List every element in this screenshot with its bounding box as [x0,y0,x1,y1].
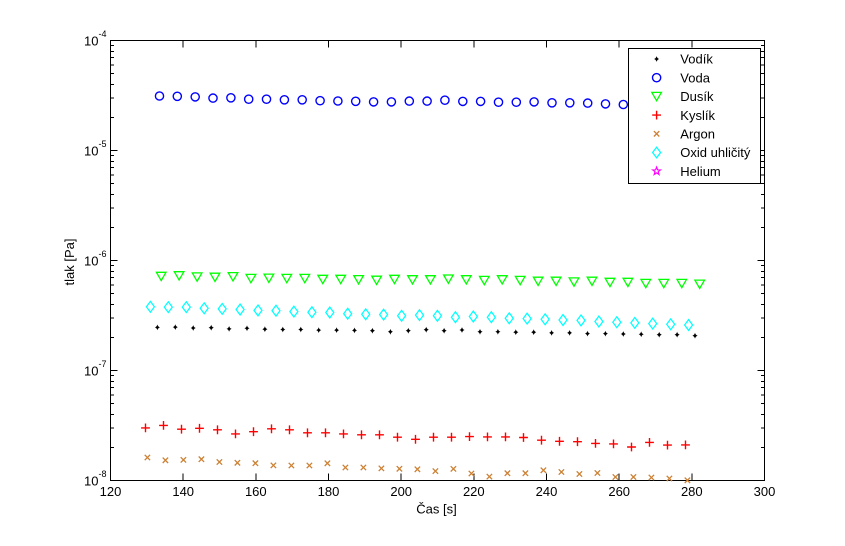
svg-text:160: 160 [245,484,267,499]
svg-text:280: 280 [681,484,703,499]
svg-text:120: 120 [100,484,122,499]
svg-text:140: 140 [172,484,194,499]
svg-text:Helium: Helium [680,164,720,179]
svg-text:220: 220 [463,484,485,499]
svg-text:180: 180 [318,484,340,499]
svg-text:Oxid uhličitý: Oxid uhličitý [680,145,751,160]
svg-text:Argon: Argon [680,127,715,142]
svg-text:260: 260 [608,484,630,499]
svg-text:Voda: Voda [680,70,710,85]
svg-text:300: 300 [754,484,776,499]
svg-text:Čas [s]: Čas [s] [416,502,456,517]
svg-text:tlak [Pa]: tlak [Pa] [62,239,77,286]
svg-text:200: 200 [390,484,412,499]
svg-text:Kyslík: Kyslík [680,108,715,123]
svg-text:Vodík: Vodík [680,52,713,67]
svg-text:Dusík: Dusík [680,89,714,104]
svg-text:240: 240 [536,484,558,499]
